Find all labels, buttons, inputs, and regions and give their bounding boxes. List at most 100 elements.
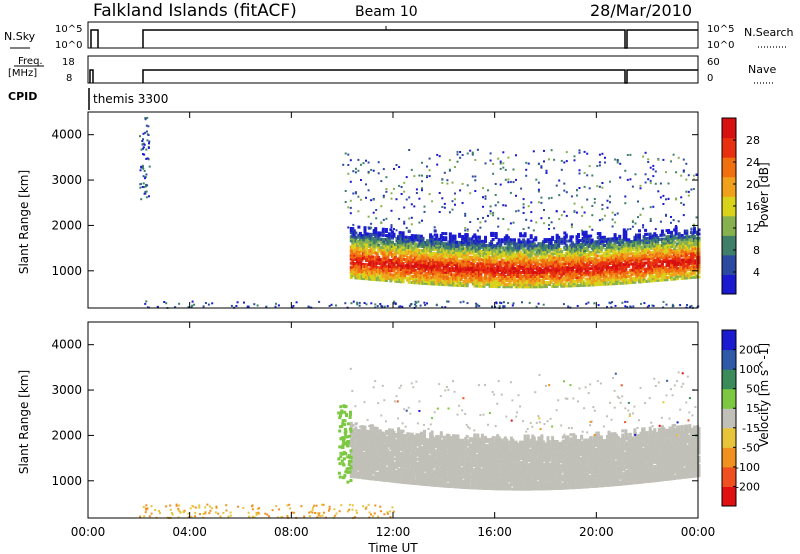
power-cell bbox=[690, 188, 693, 191]
power-cell bbox=[692, 228, 696, 232]
power-cell bbox=[377, 161, 380, 164]
power-cell bbox=[145, 124, 148, 127]
power-cell bbox=[578, 261, 582, 265]
power-cell bbox=[615, 267, 619, 271]
power-cell bbox=[462, 284, 466, 288]
power-cell bbox=[692, 178, 695, 181]
power-cell bbox=[525, 161, 528, 164]
power-cell bbox=[517, 246, 521, 250]
power-cell bbox=[670, 245, 673, 249]
power-cell bbox=[468, 251, 472, 255]
power-cell bbox=[667, 231, 670, 235]
power-cell bbox=[517, 238, 521, 242]
power-cell bbox=[527, 162, 530, 165]
power-cell bbox=[347, 153, 350, 156]
power-cell bbox=[548, 270, 551, 274]
power-cell bbox=[523, 285, 527, 289]
power-cell bbox=[383, 238, 387, 241]
power-cell bbox=[563, 189, 566, 192]
power-cell bbox=[455, 273, 458, 277]
power-cell bbox=[583, 236, 587, 240]
power-cell bbox=[621, 257, 625, 261]
power-cell bbox=[676, 269, 680, 273]
power-cell bbox=[456, 240, 460, 244]
power-cell bbox=[541, 240, 545, 244]
power-cell bbox=[377, 239, 381, 243]
power-cell bbox=[615, 269, 619, 273]
power-cell bbox=[442, 256, 446, 260]
power-cell bbox=[613, 249, 617, 253]
power-cell bbox=[363, 248, 367, 252]
power-cell bbox=[548, 258, 551, 262]
power-cell bbox=[435, 235, 439, 239]
power-cell bbox=[383, 250, 387, 254]
power-cell bbox=[653, 254, 657, 258]
power-cell bbox=[676, 238, 680, 242]
power-cell bbox=[604, 237, 608, 241]
power-cell bbox=[385, 217, 388, 220]
power-cell bbox=[392, 257, 396, 261]
power-cell bbox=[682, 252, 686, 256]
power-cell bbox=[689, 259, 693, 263]
velocity-cell bbox=[351, 430, 355, 434]
power-cell bbox=[354, 231, 358, 235]
power-cell bbox=[656, 244, 660, 248]
power-cell bbox=[389, 240, 393, 244]
power-cell bbox=[626, 154, 629, 156]
freq-left-tick-bottom: 8 bbox=[66, 73, 72, 84]
power-cell bbox=[680, 248, 684, 252]
power-cell bbox=[570, 223, 573, 226]
power-cell bbox=[511, 258, 515, 262]
power-cell bbox=[389, 252, 393, 256]
power-cell bbox=[621, 273, 625, 277]
power-cell bbox=[523, 232, 527, 236]
power-cell bbox=[358, 266, 362, 270]
power-cell bbox=[609, 270, 612, 274]
power-cell bbox=[477, 282, 481, 286]
power-cell bbox=[677, 258, 681, 262]
power-cell bbox=[659, 248, 663, 251]
power-cell bbox=[697, 263, 701, 267]
power-cell bbox=[432, 245, 436, 249]
power-cell bbox=[535, 221, 538, 224]
power-cell bbox=[683, 239, 687, 243]
power-cell bbox=[142, 166, 144, 169]
power-cell bbox=[548, 283, 551, 286]
velocity-cell bbox=[349, 367, 352, 370]
power-cell bbox=[444, 268, 448, 272]
power-cell bbox=[494, 248, 498, 252]
power-cell bbox=[566, 278, 570, 282]
power-cell bbox=[676, 263, 680, 266]
power-cell bbox=[375, 274, 379, 278]
power-cell bbox=[503, 285, 507, 289]
power-cell bbox=[590, 277, 594, 281]
power-cell bbox=[352, 274, 356, 278]
power-cell bbox=[365, 275, 368, 279]
power-cell bbox=[438, 268, 442, 272]
power-cell bbox=[461, 182, 464, 185]
power-cell bbox=[441, 181, 444, 184]
power-cell bbox=[142, 182, 145, 185]
power-cell bbox=[362, 268, 365, 272]
power-cell bbox=[546, 264, 550, 268]
power-cell bbox=[584, 265, 588, 269]
power-cell bbox=[692, 265, 696, 269]
power-cell bbox=[535, 281, 539, 285]
power-cell bbox=[380, 205, 383, 208]
power-cell bbox=[421, 236, 425, 240]
power-cell bbox=[450, 273, 454, 277]
power-cell bbox=[580, 273, 584, 277]
power-cell bbox=[535, 264, 539, 268]
power-cell bbox=[487, 254, 490, 258]
power-cell bbox=[585, 302, 588, 305]
power-cell bbox=[365, 254, 368, 258]
power-cell bbox=[389, 275, 393, 279]
power-cell bbox=[694, 275, 698, 279]
power-cell bbox=[662, 300, 665, 303]
power-cell bbox=[356, 301, 359, 304]
power-cell bbox=[529, 264, 533, 268]
power-cell bbox=[491, 234, 495, 237]
power-cell bbox=[407, 264, 411, 268]
power-cell bbox=[492, 172, 495, 175]
